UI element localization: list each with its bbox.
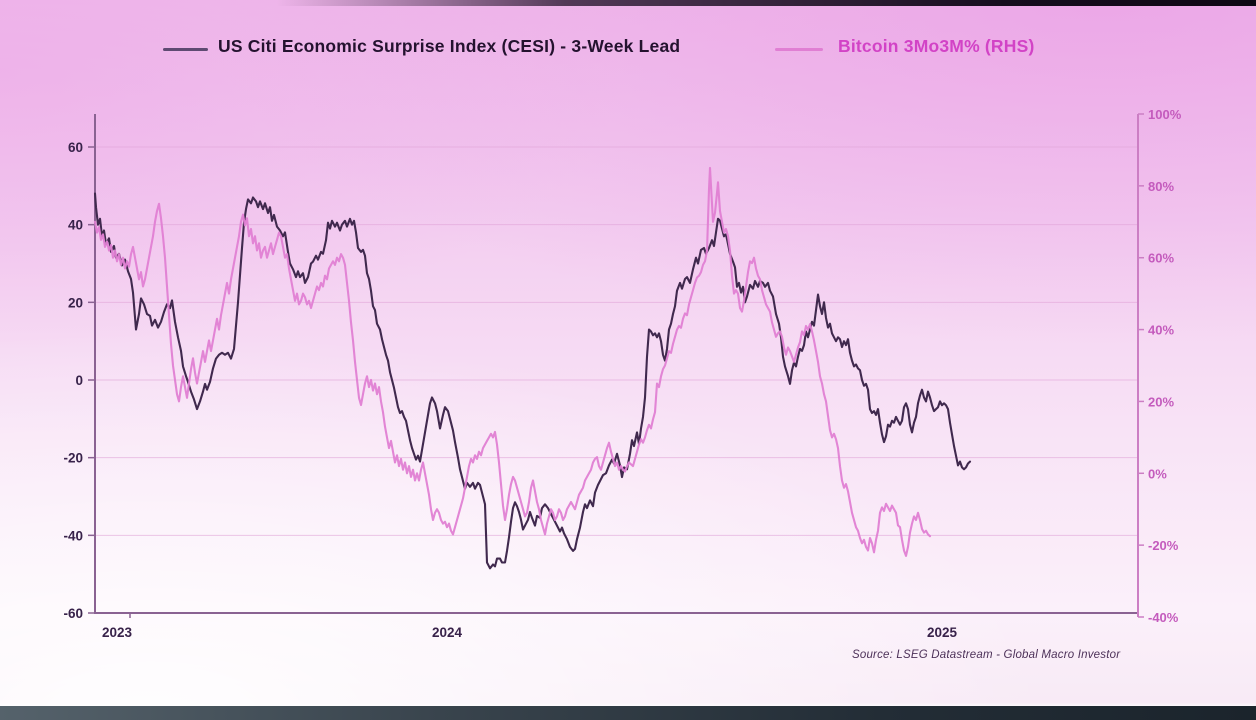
source-attribution: Source: LSEG Datastream - Global Macro I… [852,649,1121,661]
right-axis-label: -40% [1148,610,1179,625]
right-axis-label: 40% [1148,323,1174,338]
right-axis-label: 0% [1148,466,1167,481]
left-bottom-axis [94,114,1138,614]
left-axis-label: 20 [68,295,83,310]
right-axis-label: 60% [1148,251,1174,266]
btc-line [93,166,932,557]
left-axis-label: -40 [63,528,83,543]
right-axis-label: -20% [1148,538,1179,553]
left-axis-label: 0 [75,373,83,388]
left-axis-label: -60 [63,606,83,621]
left-axis-label: 40 [68,218,83,233]
left-axis-label: 60 [68,140,83,155]
cesi-legend-line-icon [163,48,208,51]
right-axis-label: 80% [1148,179,1174,194]
right-axis-label: 100% [1148,107,1182,122]
btc-legend-line-icon [775,48,823,51]
bottom-edge-bar [0,706,1256,720]
x-axis-year-label: 2023 [102,625,133,640]
chart-legend: US Citi Economic Surprise Index (CESI) -… [0,36,1256,62]
cesi-line [93,192,972,570]
x-axis-year-label: 2024 [432,625,463,640]
top-edge-bar [0,0,1256,6]
btc-legend-label: Bitcoin 3Mo3M% (RHS) [838,36,1035,56]
x-axis-year-label: 2025 [927,625,958,640]
cesi-legend-label: US Citi Economic Surprise Index (CESI) -… [218,36,681,56]
right-axis-label: 20% [1148,394,1174,409]
left-axis-label: -20 [63,451,83,466]
